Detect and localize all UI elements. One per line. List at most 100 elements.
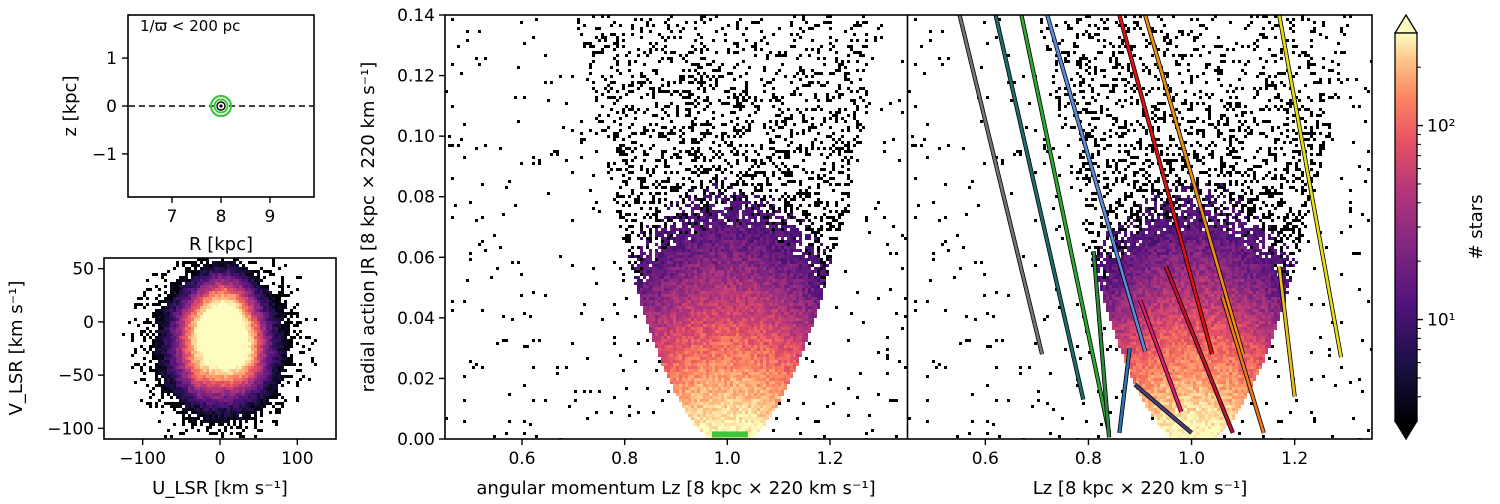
velocity-heat-cell	[260, 405, 263, 408]
velocity-heat-cell	[260, 288, 263, 291]
velocity-heat-cell	[278, 327, 281, 330]
velocity-heat-cell	[194, 291, 197, 294]
velocity-heat-cell	[170, 342, 173, 345]
action-left-heat-cell	[706, 171, 709, 174]
action-left-heat-cell	[718, 264, 721, 267]
action-left-heat-cell	[631, 132, 634, 135]
velocity-heat-cell	[167, 369, 170, 372]
action-left-heat-cell	[715, 222, 718, 225]
action-left-heat-cell	[712, 381, 715, 384]
action-left-heat-cell	[658, 270, 661, 273]
action-left-heat-cell	[703, 411, 706, 414]
action-left-heat-cell	[658, 282, 661, 285]
velocity-heat-cell	[170, 312, 173, 315]
action-left-heat-cell	[451, 63, 454, 66]
action-left-heat-cell	[490, 276, 493, 279]
action-left-heat-cell	[637, 411, 640, 414]
action-left-heat-cell	[694, 318, 697, 321]
velocity-heat-cell	[146, 351, 149, 354]
action-left-heat-cell	[679, 30, 682, 33]
action-left-heat-cell	[670, 363, 673, 366]
velocity-heat-cell	[275, 387, 278, 390]
velocity-heat-cell	[131, 336, 134, 339]
action-left-heat-cell	[631, 108, 634, 111]
velocity-heat-cell	[308, 336, 311, 339]
velocity-heat-cell	[155, 366, 158, 369]
action-left-heat-cell	[658, 312, 661, 315]
velocity-heat-cell	[221, 288, 224, 291]
velocity-heat-cell	[203, 300, 206, 303]
action-left-heat-cell	[697, 345, 700, 348]
action-left-heat-cell	[664, 198, 667, 201]
velocity-heat-cell	[212, 264, 215, 267]
action-left-heat-cell	[667, 27, 670, 30]
action-left-heat-cell	[712, 339, 715, 342]
velocity-heat-cell	[263, 330, 266, 333]
velocity-xlabel: U_LSR [km s⁻¹]	[152, 478, 288, 499]
velocity-heat-cell	[284, 294, 287, 297]
velocity-heat-cell	[230, 339, 233, 342]
action-left-heat-cell	[691, 237, 694, 240]
action-left-heat-cell	[697, 147, 700, 150]
velocity-heat-cell	[245, 414, 248, 417]
action-left-heat-cell	[721, 297, 724, 300]
action-left-heat-cell	[724, 414, 727, 417]
velocity-heat-cell	[260, 390, 263, 393]
velocity-heat-cell	[194, 342, 197, 345]
velocity-heat-cell	[158, 342, 161, 345]
velocity-heat-cell	[173, 300, 176, 303]
velocity-heat-cell	[251, 333, 254, 336]
action-left-heat-cell	[631, 264, 634, 267]
velocity-heat-cell	[200, 297, 203, 300]
action-left-heat-cell	[694, 186, 697, 189]
action-left-heat-cell	[661, 333, 664, 336]
velocity-heat-cell	[188, 324, 191, 327]
action-left-heat-cell	[463, 156, 466, 159]
velocity-heat-cell	[245, 285, 248, 288]
velocity-heat-cell	[233, 405, 236, 408]
action-left-heat-cell	[640, 75, 643, 78]
action-left-heat-cell	[682, 339, 685, 342]
velocity-heat-cell	[176, 354, 179, 357]
action-left-heat-cell	[697, 243, 700, 246]
velocity-heat-cell	[230, 261, 233, 264]
velocity-heat-cell	[278, 357, 281, 360]
velocity-heat-cell	[179, 396, 182, 399]
velocity-heat-cell	[224, 417, 227, 420]
action-left-heat-cell	[727, 363, 730, 366]
action-left-heat-cell	[673, 264, 676, 267]
action-left-heat-cell	[721, 246, 724, 249]
action-left-heat-cell	[628, 240, 631, 243]
velocity-heat-cell	[203, 297, 206, 300]
action-left-heat-cell	[676, 333, 679, 336]
action-left-heat-cell	[706, 123, 709, 126]
velocity-heat-cell	[287, 312, 290, 315]
action-left-heat-cell	[694, 354, 697, 357]
velocity-heat-cell	[188, 402, 191, 405]
action-left-heat-cell	[655, 330, 658, 333]
velocity-heat-cell	[269, 324, 272, 327]
velocity-heat-cell	[227, 408, 230, 411]
action-left-heat-cell	[709, 354, 712, 357]
velocity-heat-cell	[182, 276, 185, 279]
velocity-heat-cell	[236, 426, 239, 429]
velocity-heat-cell	[200, 351, 203, 354]
velocity-heat-cell	[194, 339, 197, 342]
velocity-heat-cell	[275, 423, 278, 426]
action-left-heat-cell	[637, 267, 640, 270]
velocity-heat-cell	[272, 309, 275, 312]
velocity-heat-cell	[278, 381, 281, 384]
action-left-heat-cell	[694, 48, 697, 51]
velocity-heat-cell	[248, 312, 251, 315]
action-left-heat-cell	[616, 150, 619, 153]
action-left-heat-cell	[469, 201, 472, 204]
velocity-heat-cell	[233, 279, 236, 282]
velocity-heat-cell	[215, 354, 218, 357]
action-left-heat-cell	[691, 411, 694, 414]
action-left-heat-cell	[706, 351, 709, 354]
action-left-heat-cell	[580, 33, 583, 36]
action-left-heat-cell	[649, 231, 652, 234]
velocity-heat-cell	[197, 303, 200, 306]
action-left-heat-cell	[652, 300, 655, 303]
action-left-heat-cell	[709, 429, 712, 432]
